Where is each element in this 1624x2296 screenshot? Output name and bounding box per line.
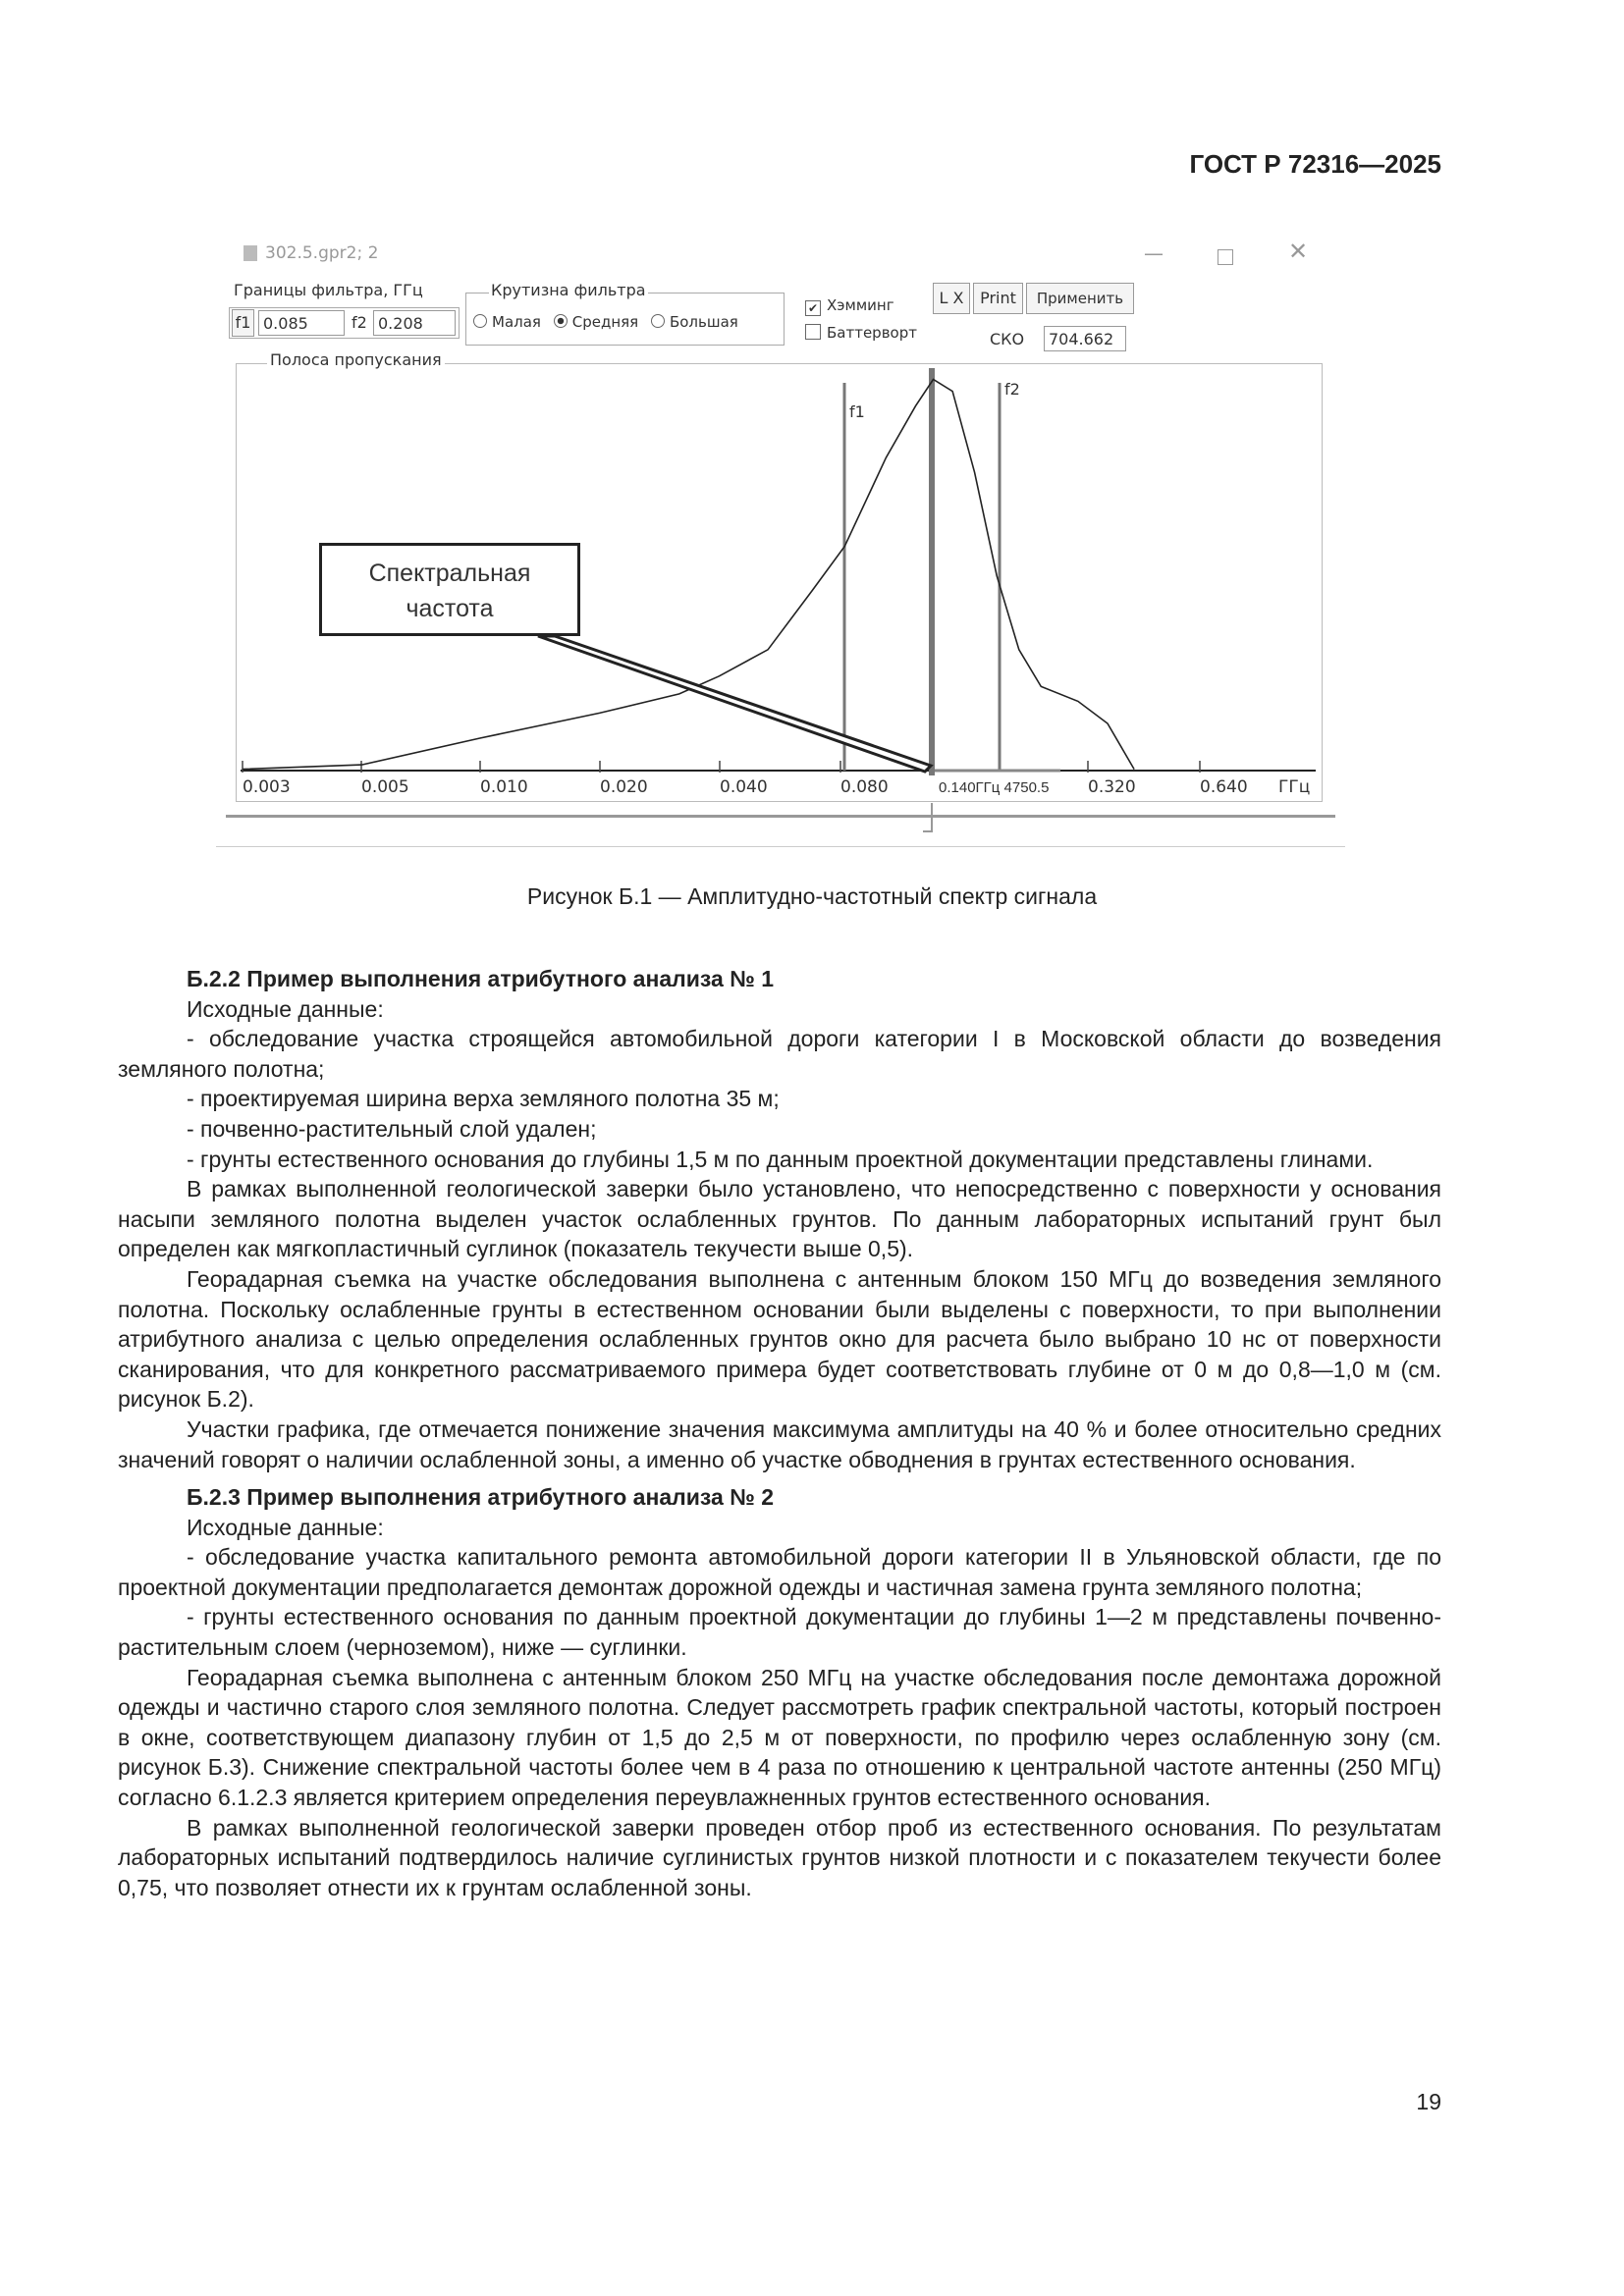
app-icon	[244, 245, 257, 261]
paragraph: Исходные данные:	[187, 995, 384, 1022]
butterworth-checkbox[interactable]: Баттерворт	[805, 324, 917, 342]
print-button[interactable]: Print	[973, 283, 1023, 314]
radio-small-label: Малая	[492, 313, 541, 331]
close-icon[interactable]: ✕	[1288, 238, 1309, 265]
maximize-icon[interactable]	[1218, 249, 1233, 265]
f1-button[interactable]: f1	[232, 309, 254, 337]
f1-input[interactable]: 0.085	[258, 310, 345, 336]
marker-label: f1	[849, 402, 865, 421]
minimize-icon[interactable]: —	[1144, 241, 1164, 265]
spectrum-chart: 0.003 0.005 0.010 0.020 0.040 0.080 0.320 0.640…	[241, 368, 1316, 797]
hamming-checkbox[interactable]: ✔ Хэмминг	[805, 296, 894, 316]
paragraph: - грунты естественного основания по данн…	[118, 1604, 1441, 1661]
spectrum-window: 302.5.gpr2; 2 — ✕ Границы фильтра, ГГц f…	[216, 236, 1345, 854]
radio-medium-label: Средняя	[571, 313, 639, 331]
paragraph: - обследование участка капитального ремо…	[118, 1544, 1441, 1600]
sko-label: СКО	[990, 330, 1025, 348]
lx-button[interactable]: L X	[933, 283, 970, 314]
x-tick-label: 0.040	[720, 777, 768, 797]
x-tick-label: 0.020	[600, 777, 648, 797]
x-tick-label: 0.005	[361, 777, 409, 797]
radio-large[interactable]: Большая	[650, 313, 738, 331]
passband-plot	[236, 363, 1323, 802]
passband-label: Полоса пропускания	[267, 350, 445, 369]
section-title: Б.2.3 Пример выполнения атрибутного анал…	[187, 1484, 775, 1511]
x-tick-label: 0.010	[480, 777, 528, 797]
slider-handle[interactable]	[923, 803, 933, 832]
x-axis-unit: ГГц	[1278, 777, 1310, 797]
body-text: Б.2.2 Пример выполнения атрибутного анал…	[118, 964, 1441, 1902]
figure-caption: Рисунок Б.1 — Амплитудно-частотный спект…	[526, 883, 1098, 909]
spectrum-curve	[242, 378, 1135, 771]
f2-input[interactable]: 0.208	[373, 310, 456, 336]
window-title: 302.5.gpr2; 2	[265, 243, 379, 263]
paragraph: Георадарная съемка выполнена с антенным …	[118, 1664, 1441, 1811]
x-tick-label: 0.080	[840, 777, 889, 797]
callout-text: Спектральная частота	[368, 560, 531, 622]
f2-label: f2	[352, 313, 367, 332]
filter-bounds-group	[229, 307, 460, 339]
x-tick-label: 0.320	[1088, 777, 1136, 797]
paragraph: Участки графика, где отмечается понижени…	[118, 1415, 1441, 1472]
steepness-label: Крутизна фильтра	[489, 281, 648, 299]
paragraph: Георадарная съемка на участке обследован…	[118, 1265, 1441, 1413]
page-number: 19	[1416, 2089, 1441, 2114]
x-tick-label: 0.003	[243, 777, 291, 797]
radio-large-label: Большая	[669, 313, 738, 331]
section-title: Б.2.2 Пример выполнения атрибутного анал…	[187, 966, 775, 991]
marker-label: f2	[1004, 380, 1020, 399]
radio-medium[interactable]: Средняя	[553, 313, 639, 331]
callout-pointer	[537, 634, 934, 774]
x-tick-label: 0.640	[1200, 777, 1248, 797]
hamming-label: Хэмминг	[827, 296, 894, 314]
cursor-readout: 0.140ГГц 4750.5	[939, 779, 1049, 796]
slider-track[interactable]	[226, 815, 1335, 818]
document-code: ГОСТ Р 72316—2025	[1189, 149, 1441, 179]
sko-value: 704.662	[1044, 326, 1126, 351]
filter-bounds-label: Границы фильтра, ГГц	[234, 281, 423, 299]
checkmark-icon: ✔	[805, 300, 821, 316]
paragraph: - обследование участка строящейся автомо…	[118, 1026, 1441, 1082]
paragraph: В рамках выполненной геологической завер…	[118, 1176, 1441, 1262]
callout-box: Спектральная частота	[319, 543, 580, 636]
paragraph: - почвенно-растительный слой удален;	[187, 1115, 597, 1142]
butterworth-label: Баттерворт	[827, 324, 917, 342]
divider	[216, 846, 1345, 847]
paragraph: Исходные данные:	[187, 1514, 384, 1540]
paragraph: - проектируемая ширина верха земляного п…	[187, 1086, 780, 1112]
paragraph: - грунты естественного основания до глуб…	[187, 1146, 1374, 1172]
apply-button[interactable]: Применить	[1026, 283, 1134, 314]
paragraph: В рамках выполненной геологической завер…	[118, 1814, 1441, 1900]
radio-small[interactable]: Малая	[473, 313, 541, 331]
